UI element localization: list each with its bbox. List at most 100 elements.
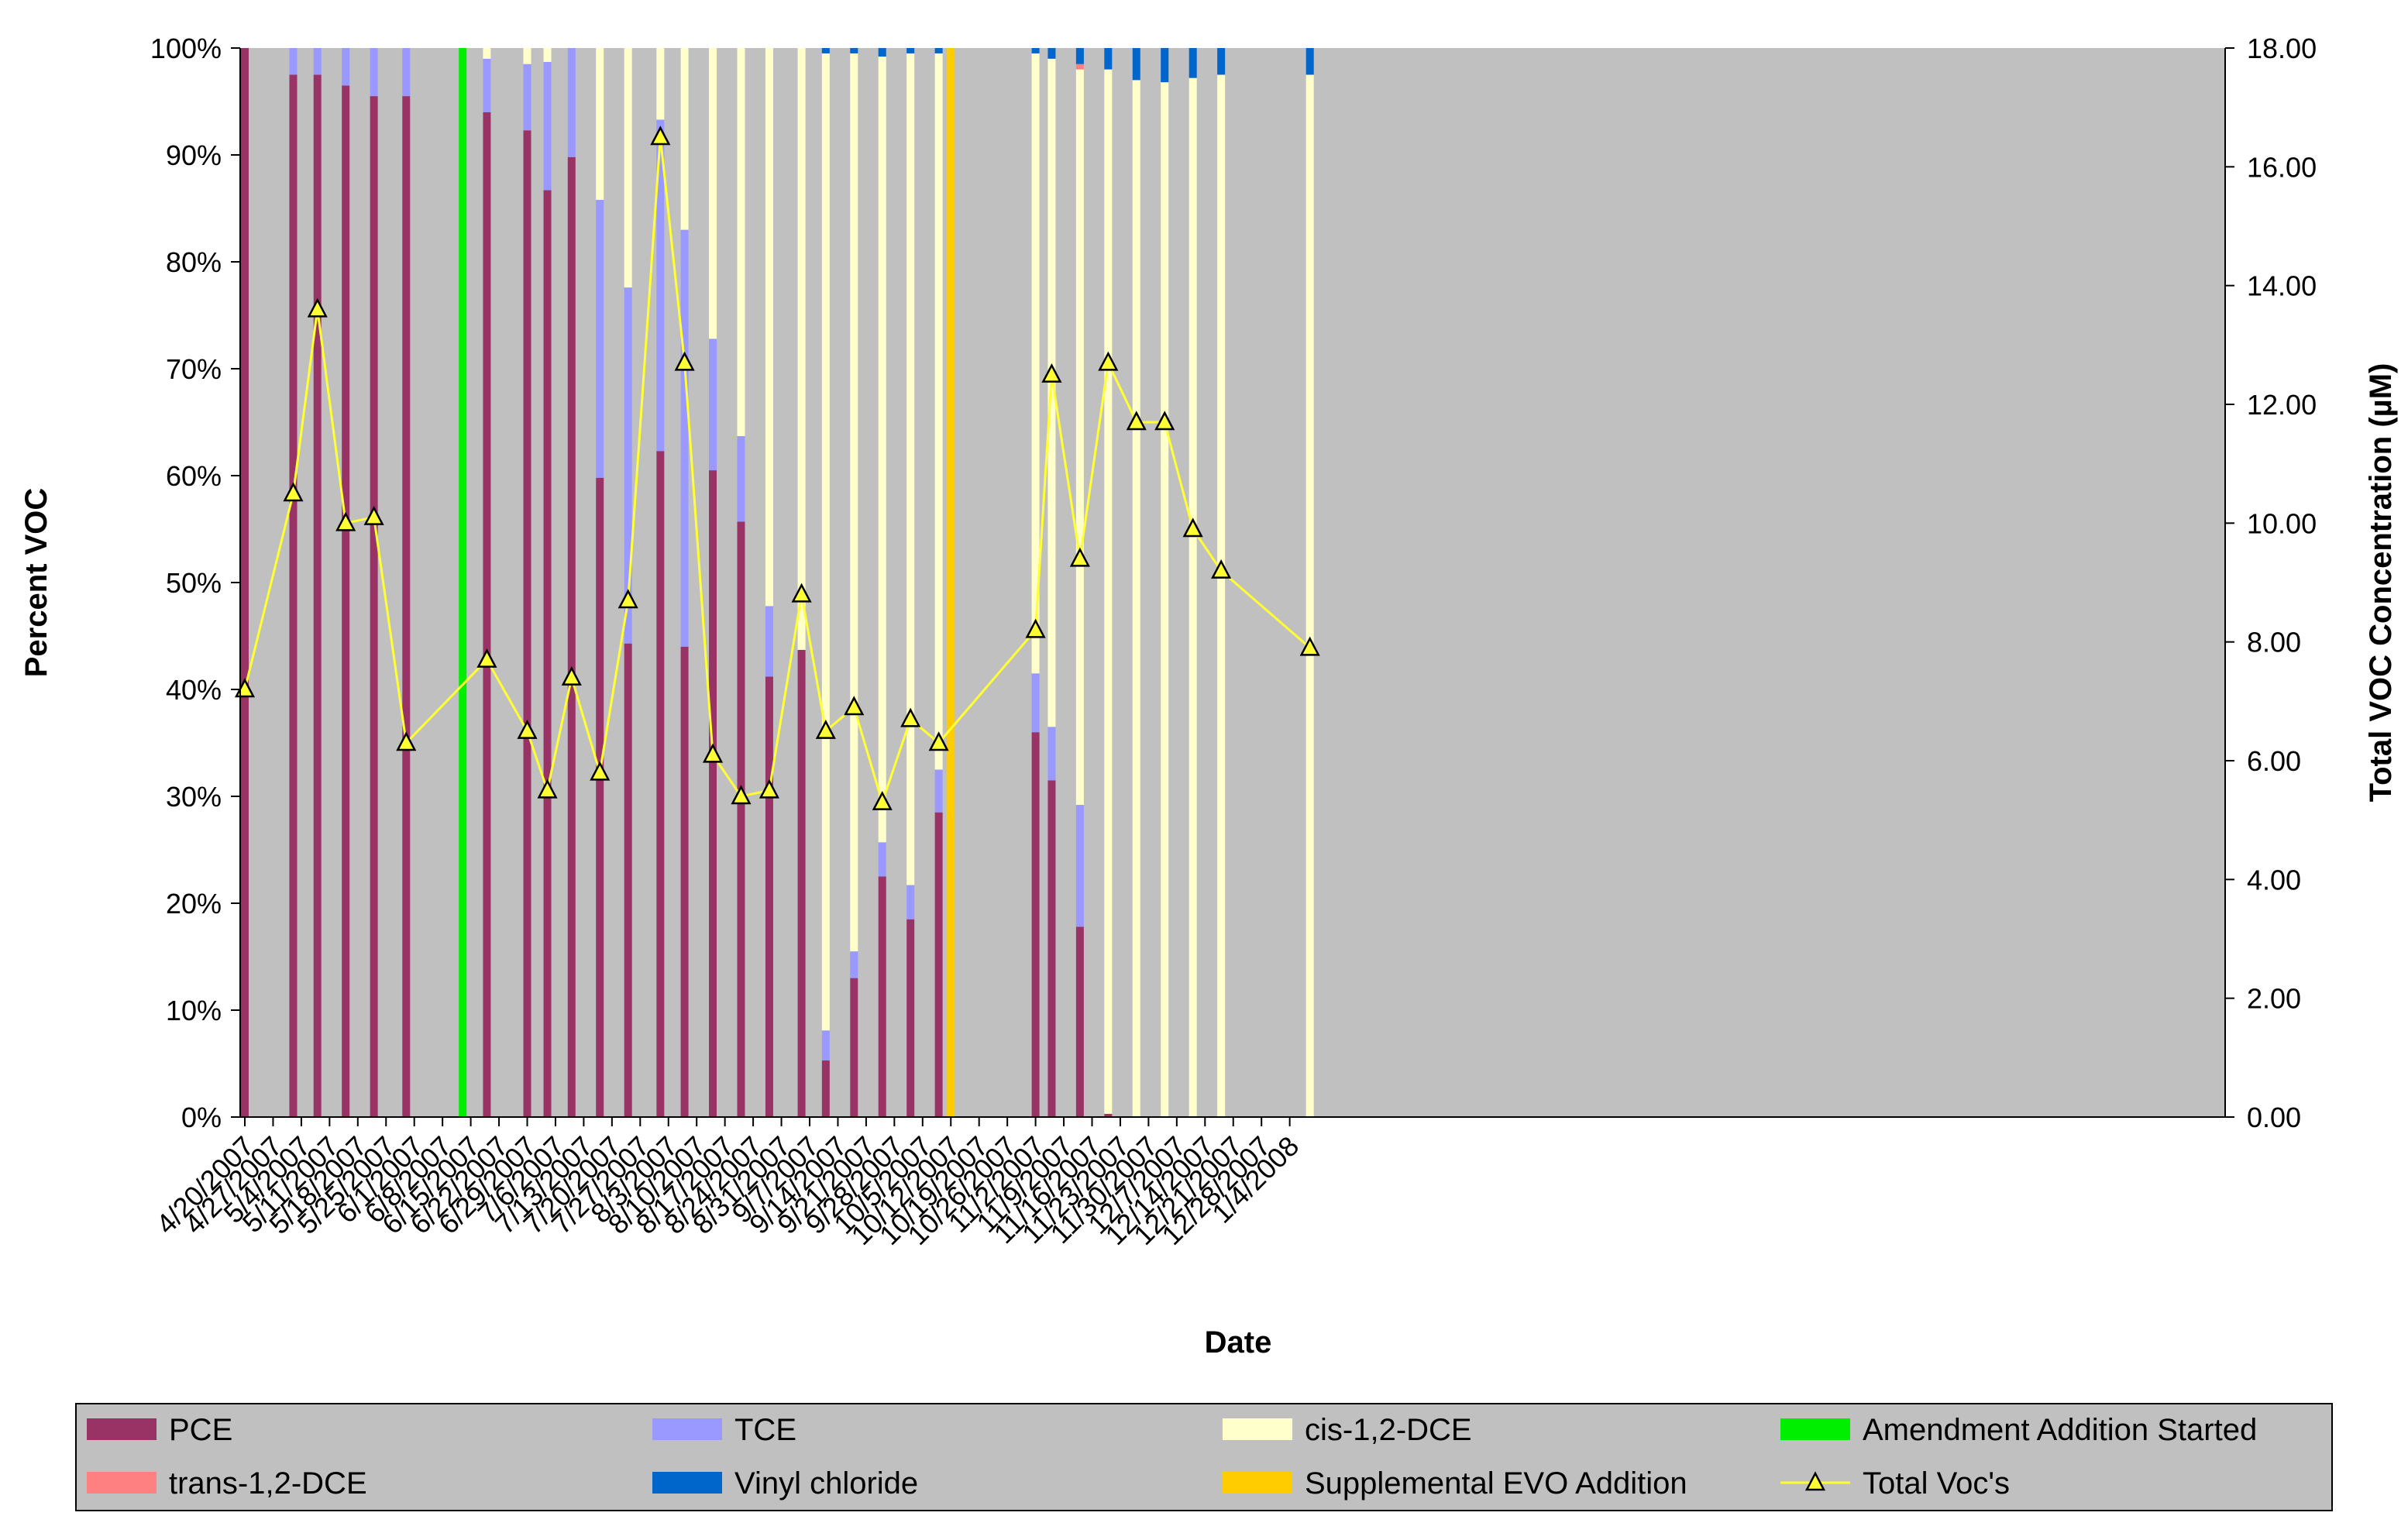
total-voc-point-18 — [791, 583, 812, 603]
right-tick-label-10: 18.00 — [2247, 33, 2317, 64]
total-voc-point-25 — [1041, 363, 1062, 383]
total-voc-point-19 — [815, 719, 836, 739]
bar-segment-23-2 — [934, 769, 943, 813]
bar-segment-24-3 — [1031, 53, 1040, 674]
bar-segment-13-2 — [656, 119, 665, 452]
legend-label-trans-1-2-dce: trans-1,2-DCE — [169, 1466, 367, 1500]
bar-segment-14-2 — [680, 229, 689, 647]
bar-segment-13-3 — [656, 48, 665, 120]
right-tick-label-7: 12.00 — [2247, 389, 2317, 421]
bar-segment-7-3 — [483, 48, 491, 59]
bar-segment-5-1 — [370, 96, 378, 1118]
bar-segment-19-2 — [821, 1030, 830, 1060]
left-tick-label-11: 100% — [150, 33, 222, 64]
bar-segment-12-2 — [624, 287, 632, 644]
left-tick-label-4: 30% — [166, 781, 222, 813]
total-voc-point-5 — [363, 505, 384, 525]
left-tick-label-5: 40% — [166, 674, 222, 706]
total-voc-point-8 — [517, 719, 538, 739]
legend-swatch-supplemental-evo-addition — [1223, 1472, 1292, 1494]
bar-segment-10-1 — [567, 156, 576, 1117]
bar-segment-25-5 — [1047, 48, 1056, 59]
right-tick-label-1: 0.00 — [2247, 1102, 2301, 1133]
bar-segment-2-1 — [289, 74, 298, 1117]
bar-segment-25-1 — [1047, 780, 1056, 1117]
total-voc-point-3 — [307, 297, 328, 318]
right-tick-label-3: 4.00 — [2247, 864, 2301, 895]
bar-segment-27-5 — [1104, 48, 1113, 70]
bar-segment-31-3 — [1217, 74, 1226, 1117]
bar-segment-13-1 — [656, 451, 665, 1117]
legend-label-cis-1-2-dce: cis-1,2-DCE — [1305, 1413, 1472, 1447]
total-voc-line — [243, 136, 1311, 806]
legend-box — [75, 1403, 2333, 1511]
event-bar-2 — [947, 48, 955, 1117]
bar-segment-26-3 — [1075, 69, 1084, 806]
bar-segment-17-2 — [765, 606, 773, 677]
legend-swatch-amendment-addition-started — [1780, 1418, 1850, 1440]
total-voc-point-10 — [561, 665, 582, 686]
bar-segment-21-3 — [878, 57, 886, 843]
bar-segment-11-1 — [596, 477, 604, 1117]
bar-segment-6-2 — [402, 48, 411, 97]
legend-swatch-trans-1-2-dce — [87, 1472, 157, 1494]
bar-segment-14-1 — [680, 646, 689, 1117]
total-voc-point-13 — [650, 125, 671, 146]
legend-label-amendment-addition-started: Amendment Addition Started — [1863, 1413, 2257, 1447]
bar-segment-8-3 — [523, 48, 531, 64]
total-voc-point-28 — [1126, 411, 1147, 431]
y-axis-left-label: Percent VOC — [19, 488, 53, 678]
legend-label-vinyl-chloride: Vinyl chloride — [734, 1466, 918, 1500]
bar-segment-2-2 — [289, 48, 298, 75]
bar-segment-19-1 — [821, 1060, 830, 1117]
bar-segment-9-1 — [543, 190, 552, 1117]
bar-segment-24-1 — [1031, 732, 1040, 1117]
bar-segment-25-2 — [1047, 727, 1056, 781]
total-voc-point-20 — [844, 696, 865, 716]
bar-segment-27-3 — [1104, 69, 1113, 1114]
bar-segment-15-1 — [709, 470, 717, 1117]
total-voc-point-14 — [674, 351, 695, 371]
bar-segment-17-1 — [765, 676, 773, 1117]
bar-segment-6-1 — [402, 96, 411, 1118]
legend-label-pce: PCE — [169, 1413, 232, 1447]
left-tick-label-2: 10% — [166, 995, 222, 1026]
bar-segment-16-3 — [737, 48, 745, 436]
bar-segment-3-2 — [313, 48, 322, 75]
right-tick-label-2: 2.00 — [2247, 983, 2301, 1015]
total-voc-point-4 — [335, 511, 356, 531]
bar-segment-22-5 — [906, 48, 915, 53]
total-voc-point-6 — [396, 731, 417, 751]
legend-swatch-vinyl-chloride — [652, 1472, 722, 1494]
total-voc-point-30 — [1182, 517, 1203, 538]
bar-segment-21-1 — [878, 876, 886, 1117]
left-tick-label-6: 50% — [166, 567, 222, 599]
bar-segment-14-3 — [680, 48, 689, 230]
bar-segment-29-3 — [1161, 82, 1169, 1117]
bar-segment-16-2 — [737, 435, 745, 522]
right-tick-label-5: 8.00 — [2247, 627, 2301, 658]
bar-segment-11-2 — [596, 199, 604, 478]
total-voc-point-7 — [476, 648, 497, 668]
bar-segment-23-5 — [934, 48, 943, 53]
bar-segment-23-1 — [934, 812, 943, 1117]
total-voc-point-27 — [1098, 351, 1119, 371]
bar-segment-9-3 — [543, 48, 552, 62]
total-voc-point-22 — [900, 707, 921, 727]
left-tick-label-8: 70% — [166, 353, 222, 385]
bar-segment-11-3 — [596, 48, 604, 200]
bar-segment-26-5 — [1075, 48, 1084, 64]
bar-segment-7-2 — [483, 58, 491, 112]
bar-segment-17-3 — [765, 48, 773, 607]
total-voc-point-32 — [1299, 636, 1320, 656]
bar-segment-32-3 — [1305, 74, 1314, 1117]
plot-area — [240, 48, 2225, 1117]
bar-segment-20-3 — [850, 53, 858, 952]
bar-segment-18-1 — [797, 649, 806, 1117]
total-voc-point-2 — [283, 482, 304, 502]
legend-swatch-cis-1-2-dce — [1223, 1418, 1292, 1440]
bar-segment-7-1 — [483, 112, 491, 1117]
bar-segment-30-5 — [1189, 48, 1197, 78]
bar-segment-22-3 — [906, 53, 915, 885]
